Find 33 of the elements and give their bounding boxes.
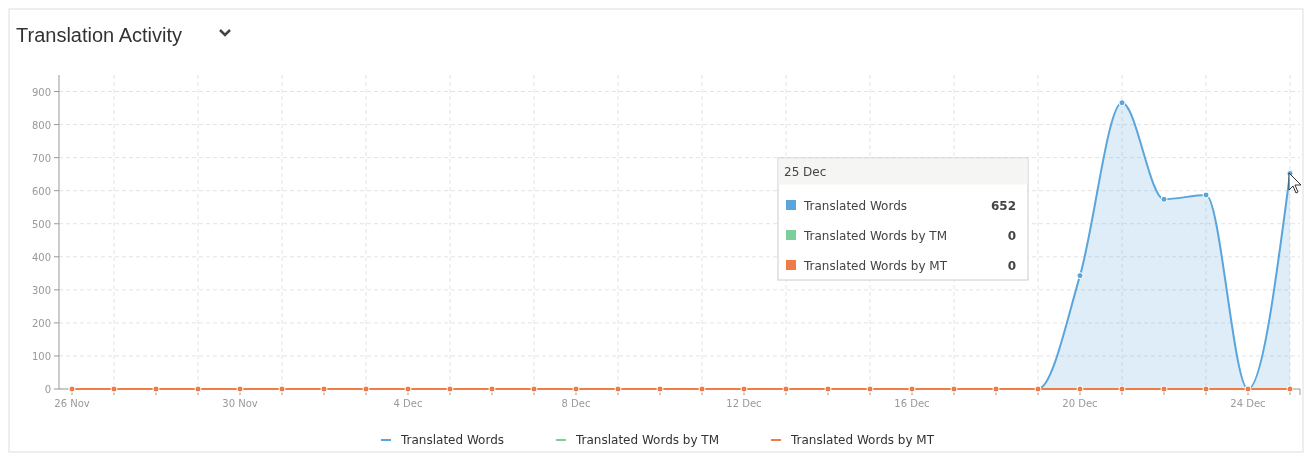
x-tick-label: 30 Nov [222, 398, 258, 409]
y-tick-label: 800 [31, 119, 51, 131]
annotation: 652 [990, 199, 1016, 213]
y-tick-label: 300 [31, 284, 51, 296]
y-tick-label: 0 [44, 384, 51, 395]
annotation: Translated Words by MT [803, 259, 948, 273]
point [1076, 272, 1084, 280]
point [1118, 99, 1126, 107]
legend-label: Translated Words [400, 433, 505, 447]
chart-title: Translation Activity [16, 24, 182, 46]
annotation: Translated Words by TM [803, 229, 948, 243]
y-tick-label: 400 [31, 251, 51, 263]
point [1202, 191, 1210, 199]
x-tick-label: 26 Nov [54, 398, 90, 409]
x-tick-label: 16 Dec [894, 398, 930, 409]
annotation: 0 [1007, 229, 1016, 243]
annotation: 25 Dec [784, 165, 827, 179]
y-tick-label: 200 [31, 317, 51, 329]
legend-label: Translated Words by MT [790, 433, 935, 447]
annotation: 0 [1007, 259, 1016, 273]
point [1160, 195, 1168, 203]
x-tick-label: 20 Dec [1062, 398, 1098, 409]
y-tick-label: 900 [31, 86, 51, 98]
y-tick-label: 100 [31, 350, 51, 362]
x-tick-label: 24 Dec [1230, 398, 1266, 409]
x-tick-label: 4 Dec [393, 398, 423, 409]
y-tick-label: 600 [31, 185, 51, 197]
y-tick-label: 500 [31, 218, 51, 230]
legend-label: Translated Words by TM [575, 433, 720, 447]
x-tick-label: 8 Dec [561, 398, 591, 409]
y-tick-label: 700 [31, 152, 51, 164]
x-tick-label: 12 Dec [726, 398, 762, 409]
annotation: Translated Words [803, 199, 908, 213]
